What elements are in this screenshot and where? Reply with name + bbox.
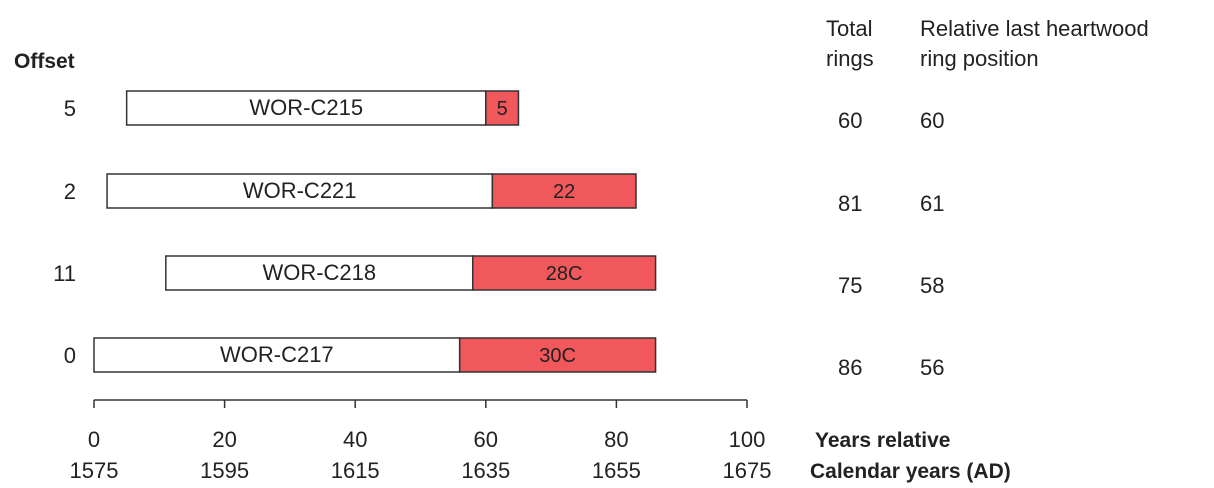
sapwood-bar (458, 337, 657, 373)
x-tick-label-relative: 60 (474, 427, 498, 452)
offset-value: 11 (53, 261, 76, 286)
total-rings-header-line2: rings (826, 46, 874, 71)
offset-value: 0 (64, 343, 76, 368)
heartwood-bar (165, 255, 474, 291)
x-tick-label-relative: 0 (88, 427, 100, 452)
offset-value: 5 (64, 96, 76, 121)
sapwood-label: 28C (546, 263, 583, 285)
x-tick-label-relative: 100 (729, 427, 766, 452)
sample-id-label: WOR-C215 (249, 95, 363, 120)
last-heartwood-value: 61 (920, 191, 944, 216)
axis-label-relative: Years relative (815, 429, 950, 452)
total-rings-value: 81 (838, 191, 862, 216)
heartwood-bar (106, 173, 494, 209)
total-rings-value: 86 (838, 355, 862, 380)
total-rings-value: 60 (838, 108, 862, 133)
sample-row: 5 WOR-C215 5 60 60 (64, 90, 944, 133)
sapwood-label: 22 (553, 181, 575, 203)
last-heartwood-value: 58 (920, 273, 944, 298)
sapwood-label: 30C (539, 345, 576, 367)
relative-header-line2: ring position (920, 46, 1039, 71)
sample-id-label: WOR-C218 (262, 260, 376, 285)
offset-value: 2 (64, 179, 76, 204)
sapwood-label: 5 (497, 98, 508, 120)
last-heartwood-value: 56 (920, 355, 944, 380)
heartwood-bar (93, 337, 461, 373)
sapwood-bar (485, 90, 520, 126)
sample-id-label: WOR-C221 (243, 178, 357, 203)
total-rings-value: 75 (838, 273, 862, 298)
sapwood-bar (471, 255, 657, 291)
x-axis: 0 1575 20 1595 40 1615 60 1635 80 1655 100 1675 (70, 399, 772, 483)
x-tick-label-relative: 80 (604, 427, 628, 452)
sample-id-label: WOR-C217 (220, 342, 334, 367)
sample-row: 0 WOR-C217 30C 86 56 (64, 337, 944, 380)
relative-header-line1: Relative last heartwood (920, 16, 1149, 41)
x-tick-label-calendar: 1655 (592, 458, 641, 483)
heartwood-bar (125, 90, 487, 126)
last-heartwood-value: 60 (920, 108, 944, 133)
offset-header: Offset (14, 50, 75, 73)
x-tick-label-calendar: 1675 (723, 458, 772, 483)
x-tick-label-relative: 40 (343, 427, 367, 452)
x-tick-label-calendar: 1615 (331, 458, 380, 483)
sample-row: 2 WOR-C221 22 81 61 (64, 173, 944, 216)
sapwood-bar (491, 173, 637, 209)
x-tick-label-calendar: 1595 (200, 458, 249, 483)
x-tick-label-relative: 20 (212, 427, 236, 452)
sample-row: 11 WOR-C218 28C 75 58 (53, 255, 944, 298)
axis-label-calendar: Calendar years (AD) (810, 460, 1011, 483)
x-tick-label-calendar: 1575 (70, 458, 119, 483)
total-rings-header-line1: Total (826, 16, 872, 41)
x-tick-label-calendar: 1635 (461, 458, 510, 483)
